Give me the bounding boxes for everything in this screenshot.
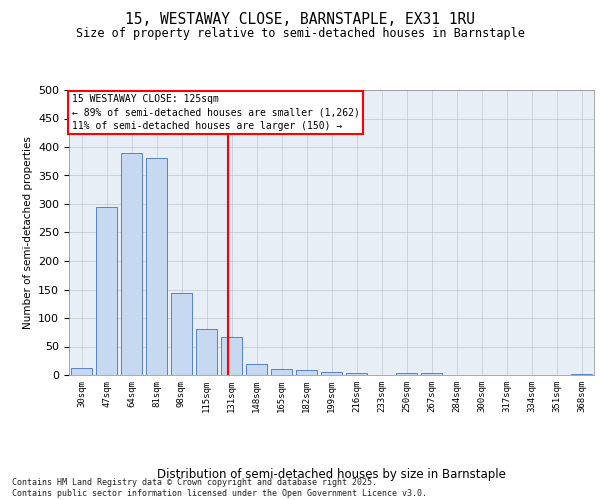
Bar bbox=[71, 368, 92, 375]
Y-axis label: Number of semi-detached properties: Number of semi-detached properties bbox=[23, 136, 32, 329]
Text: Size of property relative to semi-detached houses in Barnstaple: Size of property relative to semi-detach… bbox=[76, 28, 524, 40]
Bar bbox=[421, 372, 442, 375]
Bar bbox=[96, 207, 117, 375]
Bar bbox=[396, 372, 417, 375]
Bar bbox=[271, 370, 292, 375]
Bar bbox=[246, 364, 267, 375]
Bar bbox=[296, 370, 317, 375]
Bar bbox=[146, 158, 167, 375]
Bar bbox=[171, 294, 192, 375]
Bar bbox=[346, 372, 367, 375]
Bar bbox=[571, 374, 592, 375]
Bar bbox=[121, 152, 142, 375]
Bar bbox=[196, 330, 217, 375]
X-axis label: Distribution of semi-detached houses by size in Barnstaple: Distribution of semi-detached houses by … bbox=[157, 468, 506, 480]
Text: Contains HM Land Registry data © Crown copyright and database right 2025.
Contai: Contains HM Land Registry data © Crown c… bbox=[12, 478, 427, 498]
Text: 15, WESTAWAY CLOSE, BARNSTAPLE, EX31 1RU: 15, WESTAWAY CLOSE, BARNSTAPLE, EX31 1RU bbox=[125, 12, 475, 28]
Bar bbox=[221, 338, 242, 375]
Text: 15 WESTAWAY CLOSE: 125sqm
← 89% of semi-detached houses are smaller (1,262)
11% : 15 WESTAWAY CLOSE: 125sqm ← 89% of semi-… bbox=[71, 94, 359, 130]
Bar bbox=[321, 372, 342, 375]
